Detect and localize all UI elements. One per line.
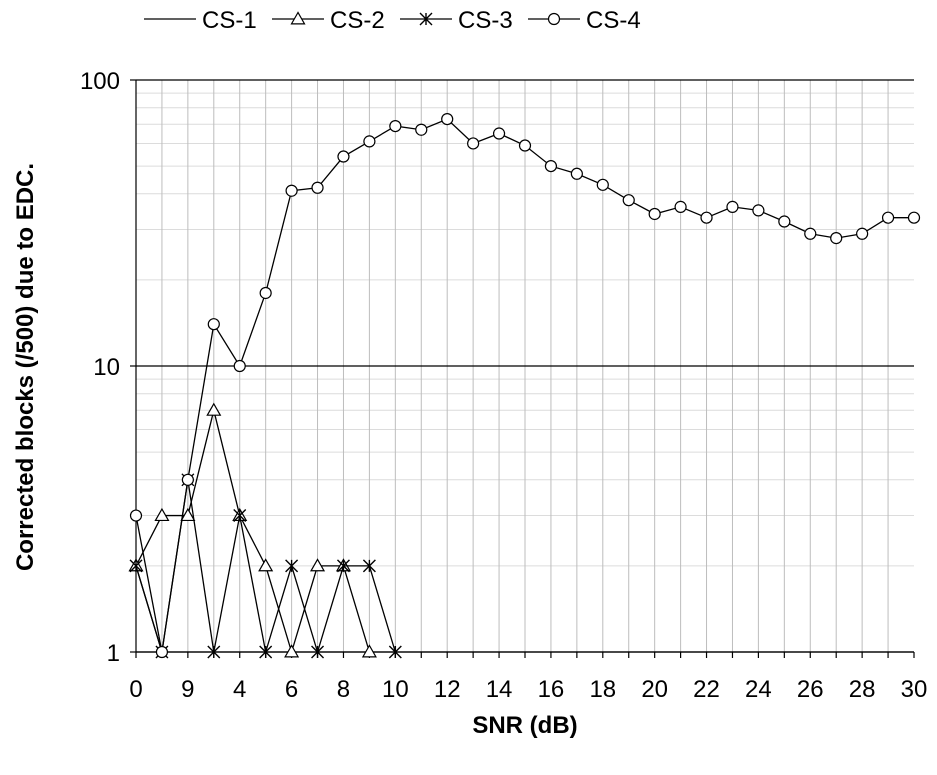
y-tick-label: 10 <box>93 354 120 381</box>
x-tick-label: 10 <box>382 676 409 703</box>
legend-label: CS-2 <box>330 7 385 34</box>
triangle-marker <box>206 402 222 416</box>
triangle-marker <box>154 507 170 522</box>
circle-marker <box>129 509 143 522</box>
legend-entry-cs-4: CS-4 <box>528 7 641 34</box>
circle-marker <box>830 232 843 245</box>
circle-marker <box>441 112 454 126</box>
circle-marker <box>181 473 194 486</box>
asterisk-marker <box>259 645 273 659</box>
triangle-marker <box>180 507 196 522</box>
x-axis-title: SNR (dB) <box>472 712 577 739</box>
x-tick-label: 22 <box>693 676 720 703</box>
legend-entry-cs-3: CS-3 <box>400 7 513 34</box>
x-tick-label: 24 <box>745 676 772 703</box>
circle-marker <box>596 178 609 191</box>
x-tick-label: 18 <box>589 676 616 703</box>
legend-asterisk-marker <box>419 12 433 26</box>
asterisk-marker <box>129 559 143 573</box>
series-line <box>135 410 371 655</box>
grid <box>136 79 914 653</box>
circle-marker <box>285 184 298 197</box>
circle-marker <box>674 200 687 213</box>
circle-marker <box>778 215 791 228</box>
legend-entry-cs-1: CS-1 <box>144 7 257 34</box>
circle-marker <box>389 119 402 133</box>
circle-marker <box>311 181 324 194</box>
circle-marker <box>259 286 272 300</box>
legend-triangle-marker <box>290 11 306 25</box>
x-tick-label: 14 <box>486 676 513 703</box>
x-tick-label: 26 <box>797 676 824 703</box>
asterisk-marker <box>362 559 376 573</box>
legend-circle-marker <box>547 12 561 26</box>
circle-marker <box>518 139 532 152</box>
circle-marker <box>492 127 506 140</box>
circle-marker <box>337 150 350 163</box>
x-tick-label: 30 <box>901 676 928 703</box>
x-tick-label: 12 <box>434 676 461 703</box>
asterisk-marker <box>336 559 350 573</box>
circle-marker <box>648 207 661 221</box>
asterisk-marker <box>311 645 325 659</box>
series-cs-4 <box>129 112 921 659</box>
x-tick-label: 4 <box>233 676 246 703</box>
x-tick-label: 6 <box>285 676 298 703</box>
circle-marker <box>233 359 246 373</box>
circle-marker <box>804 227 817 240</box>
circle-marker <box>856 227 869 240</box>
triangle-marker <box>361 644 377 658</box>
circle-marker <box>467 137 480 150</box>
legend-entry-cs-2: CS-2 <box>272 7 385 34</box>
tick-labels: 1 10 100 0 9 4 6 8 10 12 14 16 18 20 22 24 26 28 30 <box>80 68 927 703</box>
triangle-marker <box>284 644 300 658</box>
x-tick-label: 0 <box>129 676 142 703</box>
circle-marker <box>155 645 169 659</box>
legend-label: CS-4 <box>586 7 641 34</box>
circle-marker <box>622 194 635 207</box>
y-axis-title: Corrected blocks (/500) due to EDC. <box>12 163 39 571</box>
x-tick-label: 8 <box>337 676 350 703</box>
y-tick-label: 100 <box>80 68 120 95</box>
series-layer <box>128 112 921 659</box>
circle-marker <box>726 200 739 213</box>
y-tick-label: 1 <box>107 640 120 667</box>
circle-marker <box>570 167 583 180</box>
circle-marker <box>752 204 765 217</box>
circle-marker <box>207 318 220 331</box>
asterisk-marker <box>233 509 247 523</box>
circle-marker <box>363 135 376 148</box>
x-tick-label: 16 <box>538 676 565 703</box>
legend-label: CS-1 <box>202 7 257 34</box>
axes <box>130 79 915 658</box>
asterisk-marker <box>285 559 299 573</box>
triangle-marker <box>309 558 326 572</box>
legend-label: CS-3 <box>458 7 513 34</box>
circle-marker <box>700 211 713 224</box>
x-tick-label: 9 <box>181 676 194 703</box>
legend: CS-1 CS-2 CS-3 CS-4 <box>144 7 641 34</box>
asterisk-marker <box>388 645 402 659</box>
triangle-marker <box>258 558 274 572</box>
circle-marker <box>881 211 895 224</box>
circle-marker <box>907 211 921 224</box>
circle-marker <box>415 123 428 136</box>
x-tick-label: 20 <box>641 676 668 703</box>
x-tick-label: 28 <box>849 676 876 703</box>
asterisk-marker <box>207 645 221 659</box>
circle-marker <box>544 159 558 173</box>
